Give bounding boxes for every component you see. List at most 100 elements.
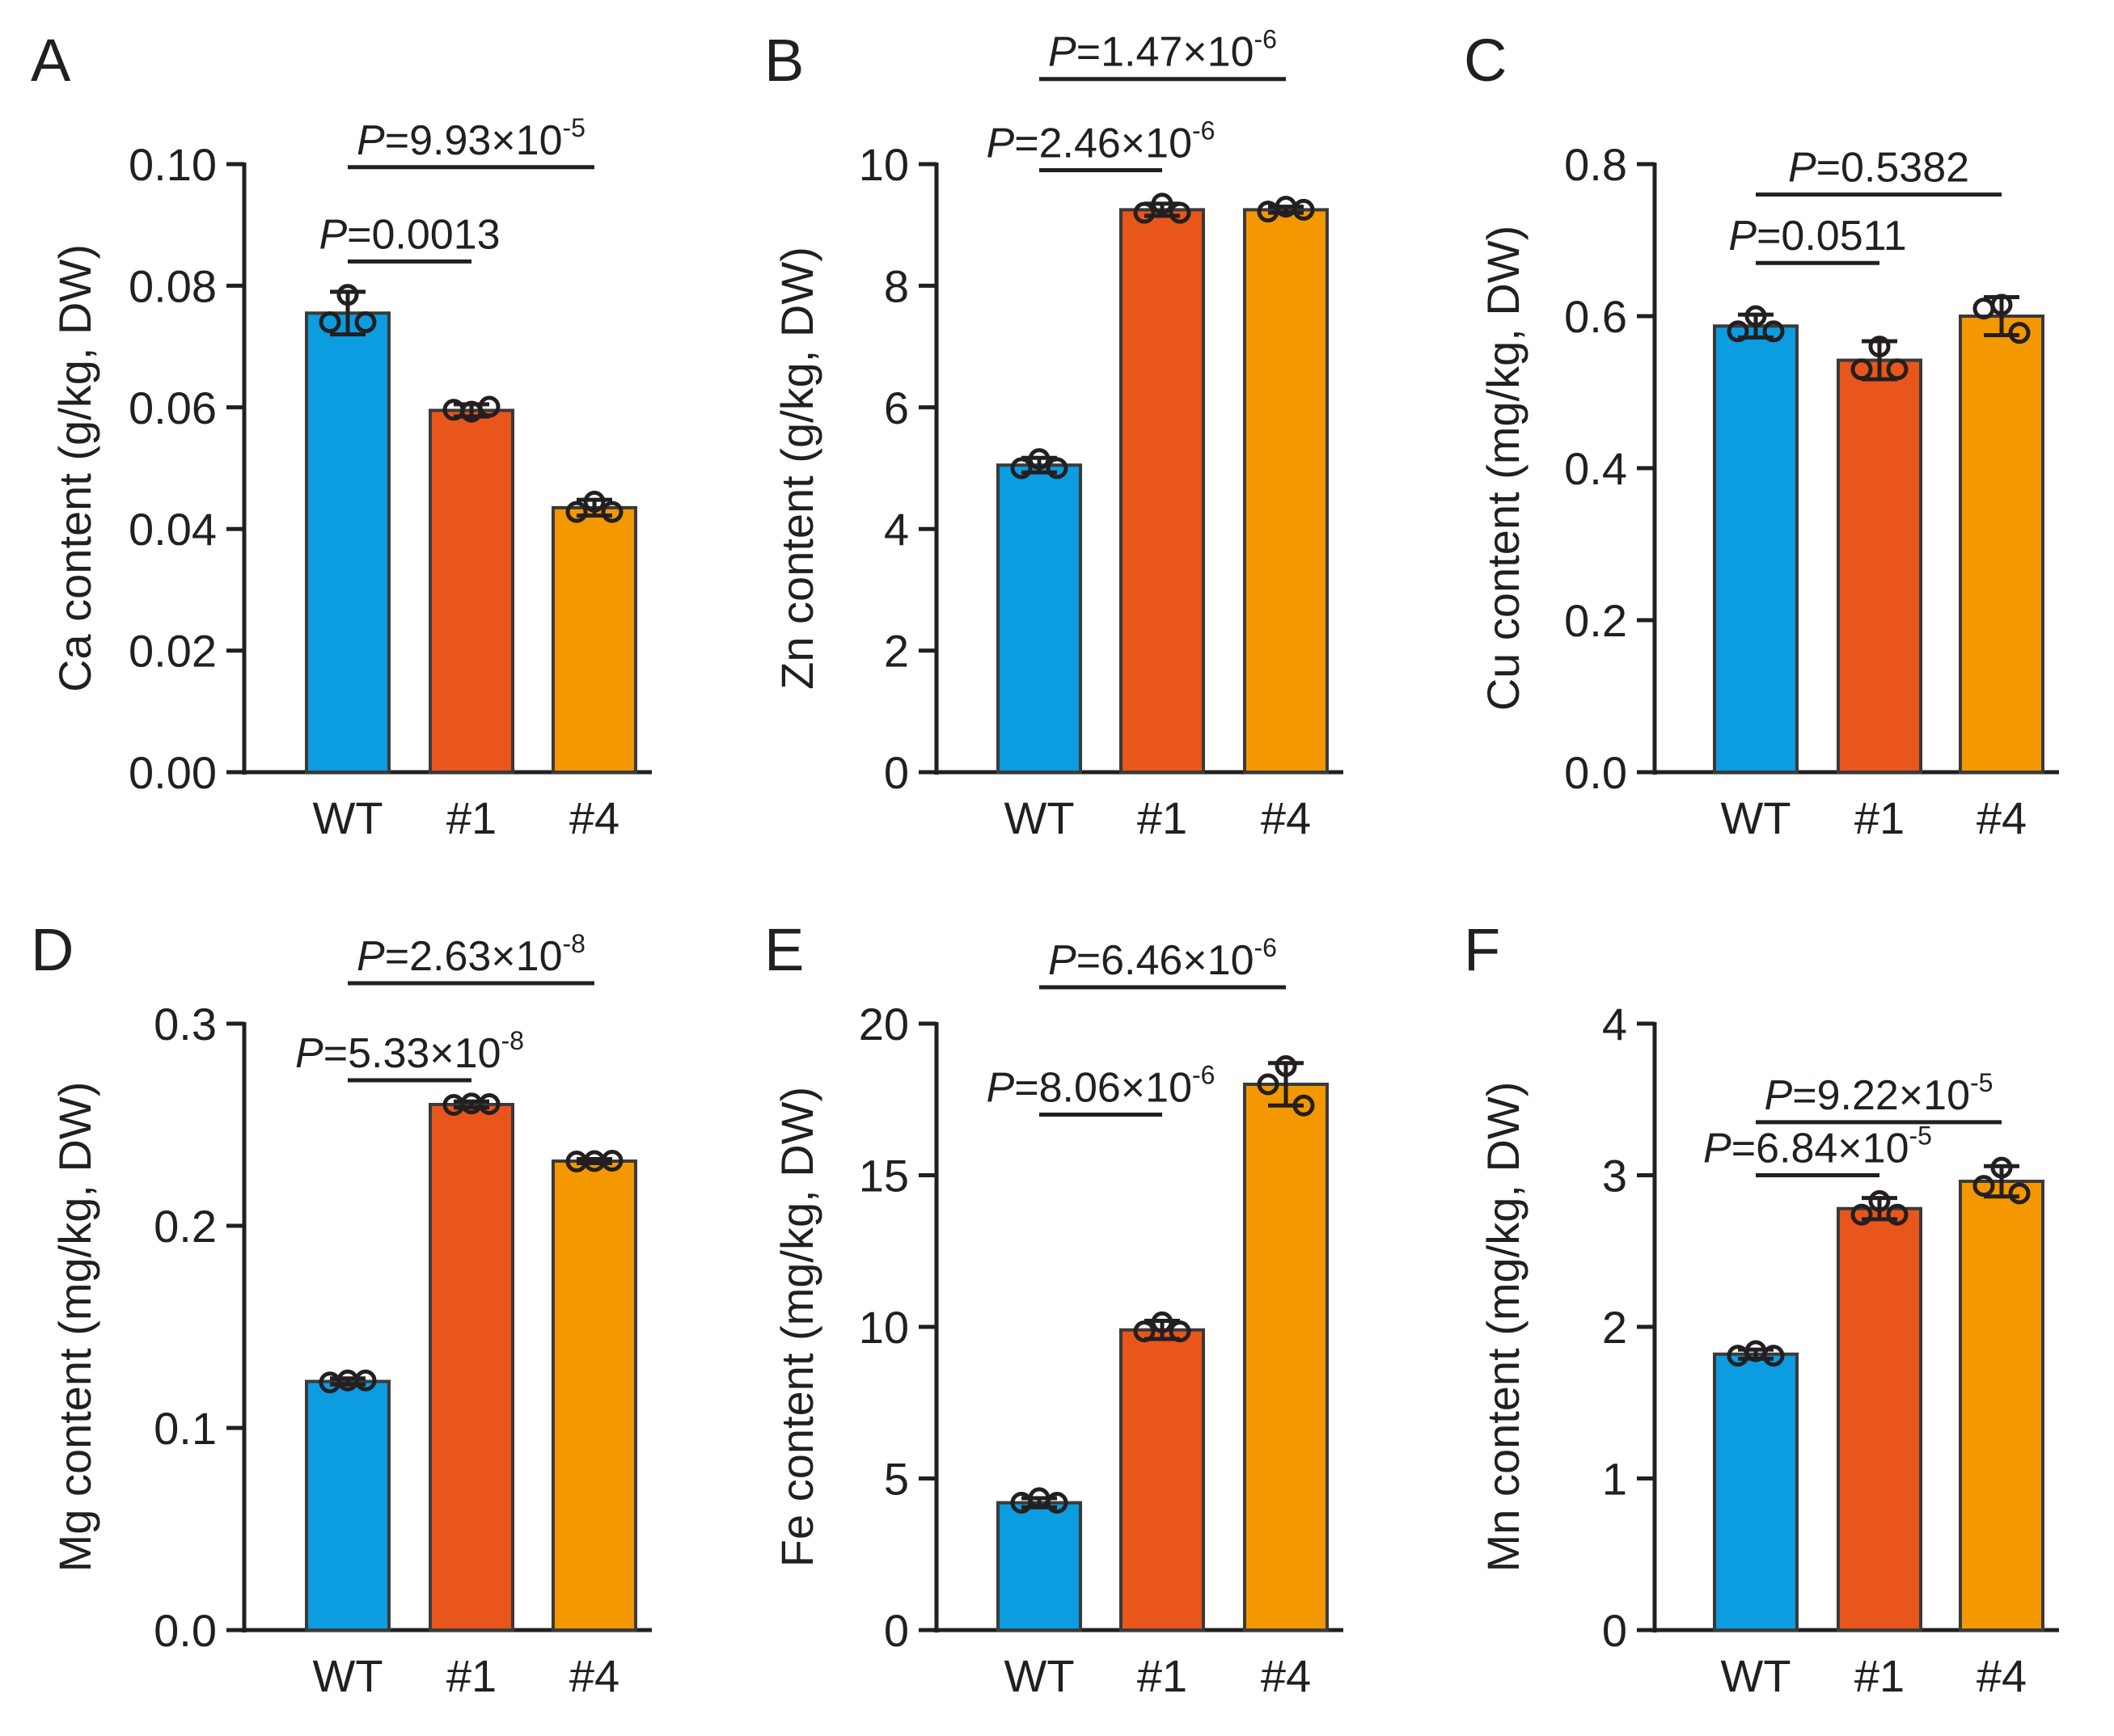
data-point	[1972, 1175, 1995, 1197]
data-point	[565, 1151, 588, 1172]
p-value-label: P=5.33×10-8	[295, 1026, 524, 1077]
data-point	[354, 1369, 377, 1392]
data-point	[1972, 298, 1995, 320]
x-tick-label: #1	[1854, 1650, 1905, 1701]
panel-letter: B	[764, 27, 804, 94]
y-tick-label: 0	[884, 747, 909, 798]
y-tick-label: 6	[884, 382, 909, 433]
y-tick-label: 2	[884, 626, 909, 677]
data-point	[1046, 457, 1068, 479]
data-point	[1292, 1094, 1315, 1117]
panel-letter: F	[1464, 916, 1500, 983]
bar	[1119, 1328, 1205, 1632]
bar	[305, 1379, 391, 1632]
data-point	[1151, 1311, 1173, 1333]
x-tick-label: #1	[1137, 1650, 1187, 1701]
data-point	[1762, 320, 1785, 343]
bar	[1713, 1352, 1799, 1632]
y-tick-label: 0.10	[129, 139, 217, 190]
y-tick-label: 0.2	[1564, 595, 1627, 646]
p-value-label: P=0.0511	[1728, 213, 1906, 260]
p-value-label: P=0.0013	[319, 211, 500, 258]
data-point	[1257, 201, 1279, 223]
data-point	[2008, 1182, 2031, 1205]
bar	[1243, 1083, 1329, 1632]
data-point	[601, 1150, 624, 1172]
y-tick-label: 0.2	[154, 1201, 217, 1252]
y-tick-label: 0.00	[129, 747, 217, 798]
p-value-label: P=0.5382	[1788, 145, 1969, 192]
bar	[1119, 208, 1205, 774]
x-tick-label: #4	[1977, 1650, 2027, 1701]
y-tick-label: 0.0	[154, 1605, 217, 1656]
bar	[429, 408, 514, 774]
p-value-label: P=2.63×10-8	[357, 929, 586, 980]
data-point	[478, 395, 501, 418]
bar	[1959, 315, 2044, 774]
error-bar	[1984, 1164, 2019, 1199]
data-point	[1169, 1320, 1191, 1343]
bar	[996, 463, 1082, 774]
x-tick-label: #4	[1261, 1650, 1311, 1701]
y-tick-label: 4	[884, 504, 909, 555]
panel-f: F Mn content (mg/kg, DW) 0 1 2 3 4 WT #1 #4 P=6.84…	[1464, 916, 2059, 1701]
x-tick-label: WT	[312, 792, 383, 843]
bar	[305, 311, 391, 774]
y-tick-label: 20	[859, 999, 909, 1050]
y-tick-label: 0.02	[129, 626, 217, 677]
data-point	[1886, 1203, 1909, 1226]
data-point	[1850, 1203, 1873, 1226]
y-tick-label: 0.3	[154, 999, 217, 1050]
y-tick-label: 0	[1602, 1605, 1627, 1656]
p-value-label: P=8.06×10-6	[987, 1061, 1216, 1112]
data-point	[1010, 457, 1033, 479]
y-tick-label: 0.0	[1564, 747, 1627, 798]
data-point	[1868, 1189, 1891, 1212]
bar	[996, 1501, 1082, 1632]
data-point	[583, 490, 606, 513]
x-tick-label: #1	[1137, 792, 1187, 843]
x-tick-label: #1	[1854, 792, 1905, 843]
panel-b: B Zn content (g/kg, DW) 0 2 4 6 8 10 WT #1 #4 P=2.4…	[764, 25, 1343, 843]
p-value-label: P=9.22×10-5	[1765, 1068, 1994, 1119]
data-point	[1727, 1345, 1749, 1367]
bar	[552, 1159, 637, 1632]
x-tick-label: #4	[569, 792, 619, 843]
y-tick-label: 5	[884, 1454, 909, 1505]
panel-letter: E	[764, 916, 804, 983]
x-tick-label: #4	[1977, 792, 2027, 843]
data-point	[336, 284, 359, 306]
y-tick-label: 2	[1602, 1302, 1627, 1353]
x-tick-label: #1	[446, 1650, 497, 1701]
y-tick-label: 1	[1602, 1454, 1627, 1505]
data-point	[1010, 1492, 1033, 1514]
data-point	[1275, 1055, 1297, 1077]
data-point	[601, 501, 624, 523]
data-point	[1744, 305, 1767, 327]
x-tick-label: WT	[312, 1650, 383, 1701]
y-axis-label: Fe content (mg/kg, DW)	[772, 1087, 822, 1567]
data-point	[319, 311, 341, 334]
bar	[429, 1103, 514, 1632]
data-point	[478, 1093, 501, 1115]
error-bar	[577, 1157, 612, 1165]
y-axis-label: Zn content (g/kg, DW)	[772, 247, 822, 690]
y-tick-label: 10	[859, 1302, 909, 1353]
data-point	[2008, 322, 2031, 344]
data-point	[319, 1371, 341, 1394]
error-bar	[454, 1099, 489, 1110]
p-value-label: P=1.47×10-6	[1048, 25, 1277, 76]
error-bar	[1268, 1061, 1304, 1108]
error-bar	[1862, 339, 1897, 382]
data-point	[1850, 358, 1873, 381]
x-tick-label: WT	[1720, 792, 1791, 843]
y-tick-label: 3	[1602, 1151, 1627, 1202]
bar	[1243, 208, 1329, 774]
panel-c: C Cu content (mg/kg, DW) 0.0 0.2 0.4 0.6 0.8 WT…	[1464, 27, 2059, 843]
data-point	[1257, 1073, 1279, 1096]
y-tick-label: 0.6	[1564, 291, 1627, 342]
y-tick-label: 0	[884, 1605, 909, 1656]
data-point	[1133, 1320, 1156, 1343]
bar	[552, 505, 637, 774]
